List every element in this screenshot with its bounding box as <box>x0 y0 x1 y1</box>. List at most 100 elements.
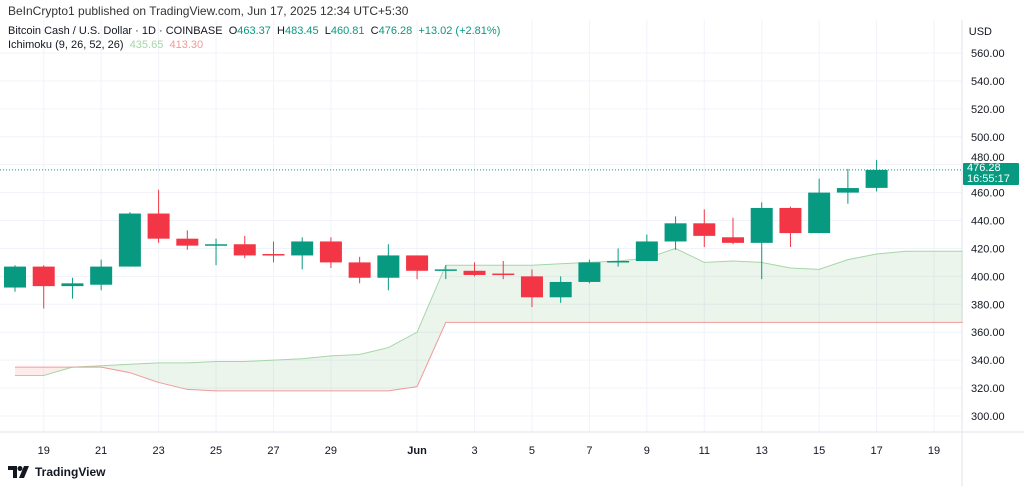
candle <box>233 235 256 259</box>
candle <box>147 189 170 243</box>
x-tick-label: 19 <box>38 445 50 457</box>
candle-body <box>836 188 859 193</box>
x-tick-label: 23 <box>152 445 164 457</box>
open-value: 463.37 <box>237 25 271 37</box>
candle <box>377 244 400 291</box>
x-tick-label: 11 <box>699 445 710 457</box>
candle <box>865 159 888 192</box>
candle <box>118 212 141 267</box>
x-tick-label: 19 <box>928 445 940 457</box>
candle <box>836 168 859 204</box>
x-tick-label: 7 <box>586 445 592 457</box>
ichimoku-cloud-segment <box>704 261 733 323</box>
bar-countdown: 16:55:17 <box>967 173 1010 185</box>
candle <box>176 230 199 250</box>
candle <box>635 234 658 262</box>
ichimoku-cloud-segment <box>761 262 791 323</box>
y-tick-label: 300.00 <box>971 411 1005 423</box>
candle <box>578 259 601 284</box>
y-tick-label: 520.00 <box>971 104 1005 116</box>
candle-body <box>348 262 371 278</box>
candle-body <box>865 169 888 188</box>
candle-body <box>635 241 658 262</box>
candle-body <box>90 266 113 285</box>
x-tick-label: 3 <box>471 445 477 457</box>
candle <box>607 248 630 267</box>
candle-body <box>463 270 486 275</box>
ichimoku-cloud-segment <box>417 265 446 387</box>
ichimoku-span-b-line <box>15 321 963 392</box>
y-tick-label: 460.00 <box>971 188 1005 200</box>
high-value: 483.45 <box>284 25 319 37</box>
y-tick-label: 440.00 <box>971 216 1005 228</box>
candle <box>693 209 716 248</box>
tradingview-logo[interactable]: TradingView <box>8 465 105 479</box>
x-tick-label: 13 <box>756 445 768 457</box>
candle-body <box>147 213 170 239</box>
ichimoku-cloud-segment <box>790 267 820 323</box>
candle-body <box>492 273 515 276</box>
y-tick-label: 560.00 <box>971 48 1005 60</box>
x-tick-label: 9 <box>644 445 650 457</box>
candle-body <box>779 207 802 234</box>
ichimoku-cloud-segment <box>733 261 762 323</box>
low-label: L <box>324 25 331 37</box>
candle <box>406 255 429 280</box>
ichimoku-cloud-segment <box>244 360 274 391</box>
candle-body <box>4 266 26 288</box>
change-value: +13.02 (+2.81%) <box>418 25 501 37</box>
candle <box>664 216 687 250</box>
ichimoku-span-a-line <box>15 247 963 376</box>
candle-body <box>722 237 744 243</box>
indicator-legend-row[interactable]: Ichimoku (9, 26, 52, 26) 435.65 413.30 <box>8 38 500 52</box>
ichimoku-cloud-segment <box>905 251 935 323</box>
publisher-line: BeInCrypto1 published on TradingView.com… <box>8 4 409 18</box>
ichimoku-cloud-segment <box>934 251 963 323</box>
ichimoku-cloud-segment <box>675 248 705 323</box>
candle-body <box>693 223 716 236</box>
y-tick-label: 480.00 <box>971 152 1005 164</box>
y-tick-label: 340.00 <box>971 355 1005 367</box>
ichimoku-cloud-segment <box>359 347 389 391</box>
candle-body <box>406 255 429 271</box>
candle-body <box>377 255 400 278</box>
candle <box>549 276 572 303</box>
candle <box>90 259 113 291</box>
y-tick-label: 360.00 <box>971 327 1005 339</box>
symbol-legend-row[interactable]: Bitcoin Cash / U.S. Dollar · 1D · COINBA… <box>8 24 500 38</box>
ichimoku-cloud-segment <box>15 367 44 376</box>
symbol-title: Bitcoin Cash / U.S. Dollar · 1D · COINBA… <box>8 25 223 37</box>
x-tick-label: 29 <box>325 445 337 457</box>
y-tick-label: 540.00 <box>971 76 1005 88</box>
x-tick-label: 25 <box>210 445 222 457</box>
close-label: C <box>370 25 379 37</box>
ichimoku-cloud-segment <box>445 265 475 323</box>
candle-body <box>520 276 543 298</box>
candle <box>434 265 457 280</box>
ichimoku-cloud-segment <box>129 362 159 383</box>
ichimoku-cloud-segment <box>187 361 217 391</box>
candle <box>262 241 285 263</box>
indicator-title: Ichimoku (9, 26, 52, 26) <box>8 39 124 51</box>
candle-body <box>319 241 342 263</box>
ichimoku-cloud-segment <box>101 364 130 373</box>
candle-body <box>205 244 228 246</box>
tradingview-logo-icon <box>8 466 29 478</box>
x-tick-label: Jun <box>407 445 427 457</box>
y-tick-label: 420.00 <box>971 243 1005 255</box>
ichimoku-cloud-segment <box>474 265 504 323</box>
candle-body <box>32 266 55 287</box>
currency-label: USD <box>968 26 992 38</box>
x-tick-label: 5 <box>529 445 535 457</box>
candle <box>348 256 371 284</box>
ichimoku-cloud-segment <box>646 248 676 323</box>
candle-body <box>750 207 773 243</box>
ichimoku-cloud-segment <box>876 251 906 323</box>
y-tick-label: 400.00 <box>971 271 1005 283</box>
ichimoku-cloud-segment <box>158 362 188 390</box>
candle-body <box>233 244 256 256</box>
candle-body <box>664 223 687 242</box>
ichimoku-cloud-segment <box>847 254 877 323</box>
ichimoku-cloud-segment <box>819 259 848 323</box>
